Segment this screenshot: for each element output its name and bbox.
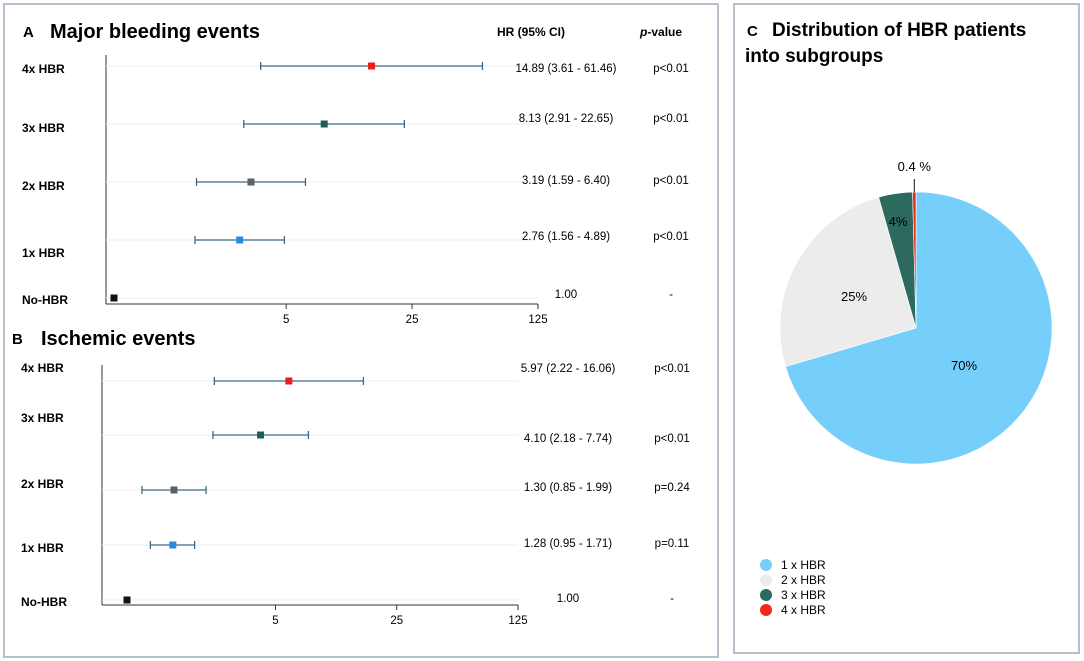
hr-value-label: 1.00 xyxy=(555,289,577,301)
hr-point xyxy=(257,431,265,439)
panel-c-letter: C xyxy=(747,23,758,40)
legend-marker xyxy=(760,589,772,601)
p-value-label: p<0.01 xyxy=(653,63,689,75)
p-value-label: p<0.01 xyxy=(654,363,690,375)
hr-value-label: 1.30 (0.85 - 1.99) xyxy=(524,482,612,494)
hr-point xyxy=(236,236,244,244)
row-label: 4x HBR xyxy=(22,62,65,76)
pie-chart: 70% 25% 4% 0.4 % xyxy=(779,159,1053,465)
hr-point xyxy=(169,541,177,549)
hr-point xyxy=(170,486,178,494)
row-label: 1x HBR xyxy=(22,246,65,260)
hr-point xyxy=(110,294,118,302)
hr-value-label: 2.76 (1.56 - 4.89) xyxy=(522,231,610,243)
x-tick-label: 25 xyxy=(406,314,419,326)
hr-point xyxy=(368,62,376,70)
hr-value-label: 5.97 (2.22 - 16.06) xyxy=(521,363,616,375)
row-label: No-HBR xyxy=(21,595,67,609)
pie-slice-label: 70% xyxy=(951,358,977,373)
hr-point xyxy=(285,377,293,385)
legend-label: 3 x HBR xyxy=(781,588,826,602)
pie-slice xyxy=(785,191,1053,465)
forest-plots-panel xyxy=(3,3,719,658)
x-tick-label: 5 xyxy=(283,314,289,326)
row-label: 4x HBR xyxy=(21,361,64,375)
legend-marker xyxy=(760,559,772,571)
row-label: 3x HBR xyxy=(21,411,64,425)
legend-label: 1 x HBR xyxy=(781,558,826,572)
pie-title-line2: into subgroups xyxy=(745,46,883,67)
hr-point xyxy=(320,120,328,128)
panel-a-title: Major bleeding events xyxy=(50,21,260,43)
legend-label: 2 x HBR xyxy=(781,573,826,587)
hr-value-label: 14.89 (3.61 - 61.46) xyxy=(515,63,616,75)
hr-point xyxy=(247,178,255,186)
pie-title-line1: Distribution of HBR patients xyxy=(772,20,1026,41)
panel-b-letter: B xyxy=(12,331,23,348)
p-value-column-header: p-value xyxy=(639,25,682,39)
panel-a-letter: A xyxy=(23,24,34,41)
hr-value-label: 1.28 (0.95 - 1.71) xyxy=(524,538,612,550)
hr-value-label: 8.13 (2.91 - 22.65) xyxy=(519,113,614,125)
row-label: 1x HBR xyxy=(21,541,64,555)
pie-slice-label: 4% xyxy=(889,214,908,229)
p-value-label: p<0.01 xyxy=(654,433,690,445)
p-value-label: p<0.01 xyxy=(653,231,689,243)
hr-point xyxy=(123,596,131,604)
p-value-header-p: p xyxy=(639,25,647,39)
legend-marker xyxy=(760,604,772,616)
x-tick-label: 125 xyxy=(508,615,527,627)
legend-marker xyxy=(760,574,772,586)
row-label: 2x HBR xyxy=(21,477,64,491)
x-tick-label: 25 xyxy=(390,615,403,627)
hr-column-header: HR (95% CI) xyxy=(497,25,565,39)
p-value-label: p=0.24 xyxy=(654,482,690,494)
forest-plot-a: 5 25 125 4x HBR 14.89 (3.61 - 61.46) p<0.01 3x… xyxy=(22,55,689,326)
pie-callout-label: 0.4 % xyxy=(898,159,932,174)
panel-b-title: Ischemic events xyxy=(41,328,196,350)
p-value-label: p=0.11 xyxy=(655,538,690,550)
row-label: 2x HBR xyxy=(22,179,65,193)
pie-slice xyxy=(779,196,917,367)
x-tick-label: 5 xyxy=(272,615,278,627)
hr-value-label: 1.00 xyxy=(557,593,579,605)
hr-value-label: 3.19 (1.59 - 6.40) xyxy=(522,175,610,187)
row-label: 3x HBR xyxy=(22,121,65,135)
hr-value-label: 4.10 (2.18 - 7.74) xyxy=(524,433,612,445)
legend-label: 4 x HBR xyxy=(781,603,826,617)
pie-slice-label: 25% xyxy=(841,289,867,304)
p-value-header-suffix: -value xyxy=(647,25,682,39)
row-label: No-HBR xyxy=(22,293,68,307)
forest-plot-b: 5 25 125 4x HBR 5.97 (2.22 - 16.06) p<0.01 3x … xyxy=(21,361,690,627)
p-value-label: - xyxy=(670,593,674,605)
p-value-label: - xyxy=(669,289,673,301)
p-value-label: p<0.01 xyxy=(653,175,689,187)
x-tick-label: 125 xyxy=(528,314,547,326)
p-value-label: p<0.01 xyxy=(653,113,689,125)
